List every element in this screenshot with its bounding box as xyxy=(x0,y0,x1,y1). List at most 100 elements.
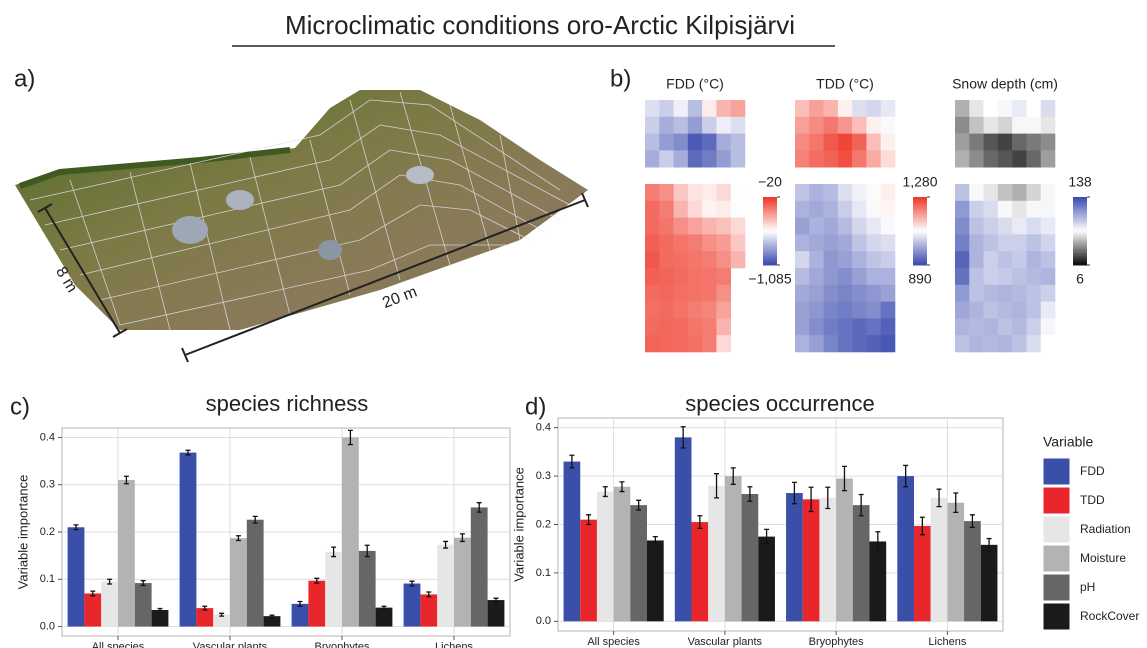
heat-cell xyxy=(1026,150,1041,167)
heat-cell xyxy=(716,285,731,302)
chart-title: species occurrence xyxy=(685,391,875,416)
bar xyxy=(870,541,887,621)
heat-cell xyxy=(1012,184,1027,201)
bar xyxy=(786,493,803,621)
heat-cell xyxy=(674,117,689,134)
heat-cell xyxy=(702,251,717,268)
heat-cell xyxy=(1041,201,1056,218)
heat-cell xyxy=(659,285,674,302)
heat-cell xyxy=(645,302,660,319)
colorbar-label: 1,280 xyxy=(902,174,937,190)
heat-cell xyxy=(998,134,1013,151)
heat-cell xyxy=(1041,302,1056,319)
bar xyxy=(342,437,359,626)
heat-cell xyxy=(674,251,689,268)
heat-cell xyxy=(645,285,660,302)
heat-cell xyxy=(702,302,717,319)
heat-cell xyxy=(1041,100,1056,117)
legend-key xyxy=(1043,574,1070,601)
heat-cell xyxy=(984,285,999,302)
bar xyxy=(742,494,759,621)
heat-cell xyxy=(795,201,810,218)
bar xyxy=(964,521,981,621)
heat-cell xyxy=(838,234,853,251)
heat-cell xyxy=(809,218,824,235)
heat-cell xyxy=(674,134,689,151)
heat-cell xyxy=(1012,318,1027,335)
heat-cell xyxy=(866,335,881,352)
heat-cell xyxy=(1041,285,1056,302)
heat-cell xyxy=(969,134,984,151)
heat-cell xyxy=(881,285,896,302)
heat-cell xyxy=(659,117,674,134)
heat-cell xyxy=(809,335,824,352)
heat-cell xyxy=(731,234,746,251)
x-tick-label: Bryophytes xyxy=(809,636,865,648)
heat-cell xyxy=(881,268,896,285)
heat-cell xyxy=(809,184,824,201)
heat-cell xyxy=(1026,100,1041,117)
heat-cell xyxy=(795,150,810,167)
heat-cell xyxy=(824,234,839,251)
heat-cell xyxy=(984,117,999,134)
legend-key xyxy=(1043,545,1070,572)
heat-cell xyxy=(716,134,731,151)
heat-cell xyxy=(852,302,867,319)
heat-cell xyxy=(824,184,839,201)
heat-cell xyxy=(809,302,824,319)
heat-cell xyxy=(984,318,999,335)
heat-cell xyxy=(645,184,660,201)
heat-cell xyxy=(881,150,896,167)
heat-cell xyxy=(998,184,1013,201)
heat-cell xyxy=(809,234,824,251)
legend-key xyxy=(1043,516,1070,543)
heat-cell xyxy=(881,184,896,201)
bar xyxy=(292,604,309,627)
heat-cell xyxy=(795,218,810,235)
heat-cell xyxy=(881,134,896,151)
heat-cell xyxy=(1026,117,1041,134)
heat-cell xyxy=(852,318,867,335)
heat-cell xyxy=(688,285,703,302)
bar xyxy=(647,540,664,621)
heat-cell xyxy=(1012,150,1027,167)
heat-cell xyxy=(731,134,746,151)
heat-cell xyxy=(881,335,896,352)
heat-cell xyxy=(716,184,731,201)
heat-cell xyxy=(969,251,984,268)
bar xyxy=(68,527,85,626)
heat-cell xyxy=(1041,251,1056,268)
panel-label: b) xyxy=(610,65,631,92)
bar xyxy=(376,608,393,627)
panel-label: a) xyxy=(14,65,35,92)
heat-cell xyxy=(702,285,717,302)
heat-cell xyxy=(716,302,731,319)
heat-cell xyxy=(1012,234,1027,251)
figure-title: Microclimatic conditions oro-Arctic Kilp… xyxy=(285,10,795,40)
y-tick-label: 0.2 xyxy=(536,518,551,530)
heat-cell xyxy=(838,302,853,319)
heat-cell xyxy=(688,268,703,285)
heat-cell xyxy=(955,201,970,218)
bar xyxy=(325,552,342,627)
heat-cell xyxy=(795,335,810,352)
heat-cell xyxy=(881,251,896,268)
heat-cell xyxy=(659,100,674,117)
heat-cell xyxy=(809,251,824,268)
heat-cell xyxy=(852,285,867,302)
heat-cell xyxy=(1041,268,1056,285)
heat-cell xyxy=(688,100,703,117)
x-tick-label: Vascular plants xyxy=(193,641,268,648)
heat-cell xyxy=(716,100,731,117)
heat-cell xyxy=(809,268,824,285)
heat-cell xyxy=(1012,335,1027,352)
legend-label: FDD xyxy=(1080,464,1105,478)
heat-cell xyxy=(852,218,867,235)
legend-label: Moisture xyxy=(1080,551,1126,565)
x-tick-label: Vascular plants xyxy=(688,636,763,648)
heat-cell xyxy=(955,335,970,352)
heatmap-title: Snow depth (cm) xyxy=(952,76,1058,92)
bar xyxy=(931,498,948,621)
heat-cell xyxy=(645,318,660,335)
heat-cell xyxy=(998,268,1013,285)
